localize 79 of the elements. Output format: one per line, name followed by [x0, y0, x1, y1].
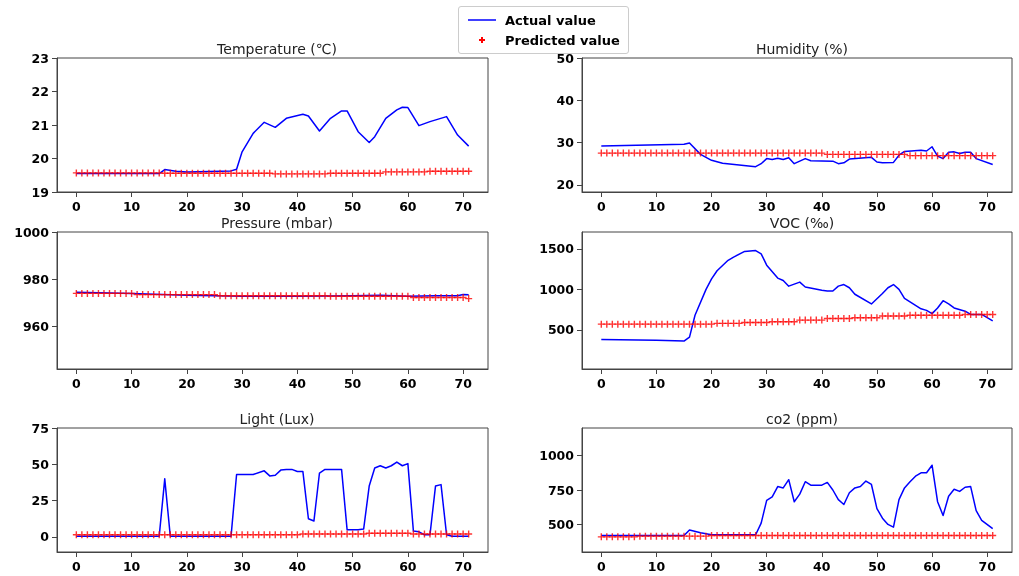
y-tick-label: 750	[547, 482, 575, 498]
x-tick-label: 60	[923, 559, 942, 574]
x-tick-label: 0	[71, 559, 81, 574]
x-tick-label: 60	[399, 199, 417, 214]
x-tick-label: 60	[399, 559, 417, 574]
x-tick-label: 60	[923, 376, 942, 391]
x-tick-label: 40	[288, 199, 307, 214]
y-tick-label: 1500	[539, 241, 575, 257]
x-tick-label: 20	[702, 559, 721, 574]
x-tick-label: 70	[978, 199, 997, 214]
chart-title: VOC (‰)	[769, 215, 835, 231]
x-tick-label: 70	[454, 199, 473, 214]
x-tick-label: 50	[343, 199, 362, 214]
x-tick-label: 0	[596, 559, 606, 574]
x-tick-label: 40	[813, 559, 831, 574]
line-series	[600, 142, 994, 168]
legend-label: Actual value	[505, 12, 596, 28]
x-tick-label: 40	[288, 559, 307, 574]
x-tick-label: 10	[122, 376, 141, 391]
y-tick-label: 20	[556, 177, 575, 193]
y-tick-label: 23	[31, 50, 49, 66]
x-tick-label: 10	[122, 559, 141, 574]
x-tick-label: 0	[71, 199, 81, 214]
y-tick-label: 22	[31, 84, 49, 99]
y-tick-label: 980	[22, 271, 50, 287]
x-tick-label: 40	[813, 376, 831, 391]
chart-title: Pressure (mbar)	[220, 215, 334, 231]
x-tick-label: 0	[596, 376, 606, 391]
y-tick-label: 0	[40, 529, 50, 545]
x-tick-label: 60	[923, 199, 942, 214]
x-tick-label: 70	[454, 376, 473, 391]
chart-title: co2 (ppm)	[766, 411, 838, 427]
x-tick-label: 30	[757, 376, 776, 391]
x-tick-label: 50	[343, 559, 362, 574]
y-tick-label: 75	[31, 420, 49, 436]
y-tick-label: 40	[556, 92, 575, 108]
x-tick-label: 30	[233, 376, 252, 391]
y-tick-label: 50	[556, 50, 575, 66]
y-tick-label: 1000	[14, 224, 50, 240]
x-tick-label: 30	[233, 199, 252, 214]
x-tick-label: 70	[978, 559, 997, 574]
x-tick-label: 20	[178, 376, 196, 391]
x-tick-label: 20	[178, 199, 196, 214]
x-tick-label: 40	[288, 376, 307, 391]
y-tick-label: 1000	[539, 448, 575, 464]
x-tick-label: 50	[343, 376, 362, 391]
legend-label: Predicted value	[505, 32, 620, 48]
x-tick-label: 10	[647, 199, 666, 214]
y-tick-label: 500	[547, 322, 575, 338]
chart-title: Light (Lux)	[239, 411, 315, 427]
x-tick-label: 0	[596, 199, 606, 214]
y-tick-label: 1000	[539, 281, 575, 297]
chart-title: Humidity (%)	[755, 41, 849, 57]
x-tick-label: 20	[702, 376, 721, 391]
x-tick-label: 20	[178, 559, 196, 574]
chart-title: Temperature (℃)	[216, 41, 337, 57]
x-tick-label: 50	[868, 559, 886, 574]
x-tick-label: 10	[647, 559, 666, 574]
y-tick-label: 21	[31, 117, 49, 133]
x-tick-label: 30	[757, 199, 776, 214]
x-tick-label: 10	[122, 199, 141, 214]
x-tick-label: 70	[454, 559, 473, 574]
x-tick-label: 40	[813, 199, 831, 214]
y-tick-label: 19	[31, 184, 49, 200]
x-tick-label: 10	[647, 376, 666, 391]
y-tick-label: 960	[22, 318, 50, 334]
x-tick-label: 50	[868, 199, 886, 214]
x-tick-label: 30	[233, 559, 252, 574]
x-tick-label: 30	[757, 559, 776, 574]
y-tick-label: 25	[31, 493, 49, 509]
x-tick-label: 50	[868, 376, 886, 391]
x-tick-label: 70	[978, 376, 997, 391]
y-tick-label: 30	[556, 135, 575, 151]
x-tick-label: 20	[702, 199, 721, 214]
x-tick-label: 60	[399, 376, 417, 391]
y-tick-label: 50	[31, 456, 50, 472]
x-tick-label: 0	[71, 376, 81, 391]
y-tick-label: 500	[547, 516, 575, 532]
y-tick-label: 20	[31, 151, 50, 166]
